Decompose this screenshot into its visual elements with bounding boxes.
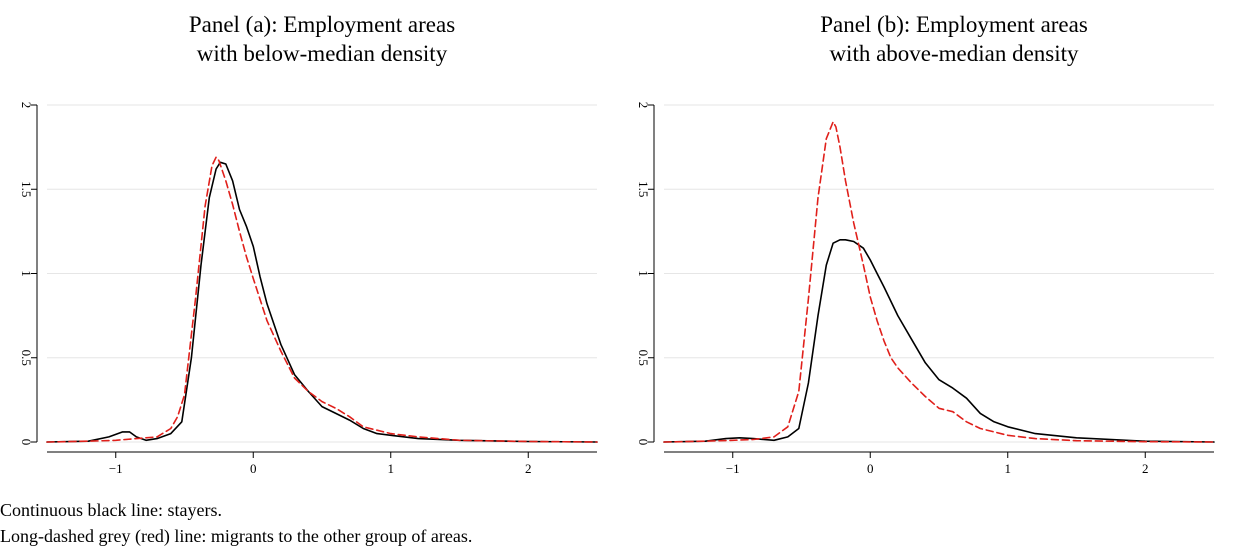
panel-b-title: Panel (b): Employment areas with above-m… [744, 10, 1164, 68]
panel-a-x-tick-label: 0 [250, 461, 257, 476]
panel-a-title-line-2: with below-median density [196, 41, 448, 66]
panel-a-y-tick-label: 2 [19, 102, 34, 109]
panel-a-y-tick-label: 1.5 [19, 181, 34, 197]
panel-a-x-tick-label: 2 [525, 461, 532, 476]
panel-a-y-tick-label: 0 [19, 439, 34, 446]
panel-a-x-tick-label: −1 [109, 461, 123, 476]
panel-b-title-line-1: Panel (b): Employment areas [820, 12, 1088, 37]
panel-b-stayers-line [663, 239, 1215, 443]
panel-b-migrants-line [663, 121, 1215, 443]
panel-b-x-tick-label: 1 [1005, 461, 1012, 476]
panel-a-title-line-1: Panel (a): Employment areas [188, 12, 456, 37]
panel-a-y-tick-label: 1 [19, 270, 34, 277]
panel-b-y-tick-label: 1.5 [636, 181, 651, 197]
panel-a-stayers-line [46, 161, 598, 443]
panel-a-y-tick-label: 0.5 [19, 350, 34, 366]
panel-b-y-tick-label: 1 [636, 270, 651, 277]
panel-a-chart: 0 0.5 1 1.5 2 −1 0 1 2 [19, 102, 598, 476]
caption-migrants: Long-dashed grey (red) line: migrants to… [0, 526, 473, 546]
panel-b-x-tick-label: 2 [1142, 461, 1149, 476]
panel-a-x-tick-label: 1 [388, 461, 395, 476]
panel-a-migrants-line [46, 156, 598, 443]
panel-b-y-tick-label: 2 [636, 102, 651, 109]
panel-b-title-line-2: with above-median density [829, 41, 1079, 66]
caption-stayers: Continuous black line: stayers. [0, 500, 222, 520]
panel-b-x-tick-label: −1 [726, 461, 740, 476]
panel-b-chart: 0 0.5 1 1.5 2 −1 0 1 2 [636, 102, 1215, 476]
panel-b-y-tick-label: 0.5 [636, 350, 651, 366]
panel-a-title: Panel (a): Employment areas with below-m… [112, 10, 532, 68]
panel-b-x-tick-label: 0 [867, 461, 874, 476]
panel-b-y-tick-label: 0 [636, 439, 651, 446]
